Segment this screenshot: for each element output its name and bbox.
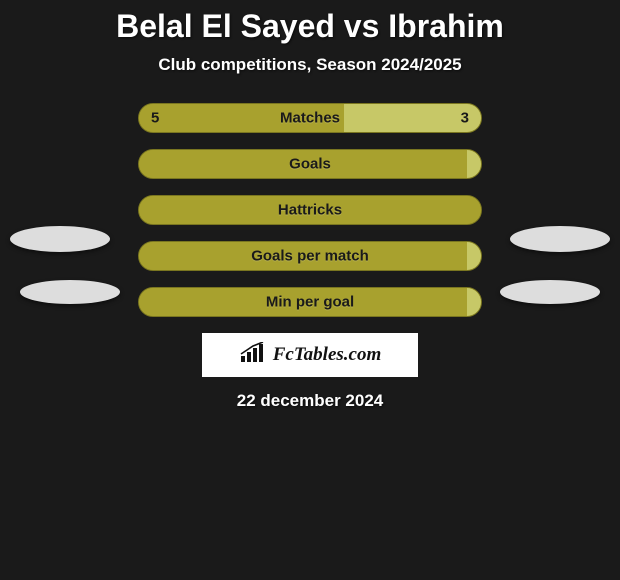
stat-label: Goals bbox=[139, 156, 481, 173]
stat-row: Min per goal bbox=[0, 287, 620, 317]
stat-value-left: 5 bbox=[151, 110, 159, 127]
stat-label: Hattricks bbox=[139, 202, 481, 219]
stat-value-right: 3 bbox=[461, 110, 469, 127]
stat-row: Goals per match bbox=[0, 241, 620, 271]
stat-label: Goals per match bbox=[139, 248, 481, 265]
stat-label: Min per goal bbox=[139, 294, 481, 311]
page-subtitle: Club competitions, Season 2024/2025 bbox=[0, 55, 620, 75]
stat-bar-track: Hattricks bbox=[138, 195, 482, 225]
stat-bar-track: Goals per match bbox=[138, 241, 482, 271]
stat-row: Goals bbox=[0, 149, 620, 179]
stat-label: Matches bbox=[139, 110, 481, 127]
brand-badge: FcTables.com bbox=[202, 333, 418, 377]
stat-row: Matches5 3 bbox=[0, 103, 620, 133]
h2h-chart: Matches5 3 Goals Hattricks Goals per match Mi… bbox=[0, 103, 620, 317]
stat-row: Hattricks bbox=[0, 195, 620, 225]
page-title: Belal El Sayed vs Ibrahim bbox=[0, 0, 620, 45]
chart-icon bbox=[239, 342, 273, 369]
stat-bar-track: Min per goal bbox=[138, 287, 482, 317]
stat-bar-track: Goals bbox=[138, 149, 482, 179]
brand-text: FcTables.com bbox=[273, 344, 382, 366]
stat-bar-track: Matches5 3 bbox=[138, 103, 482, 133]
date-label: 22 december 2024 bbox=[0, 391, 620, 411]
